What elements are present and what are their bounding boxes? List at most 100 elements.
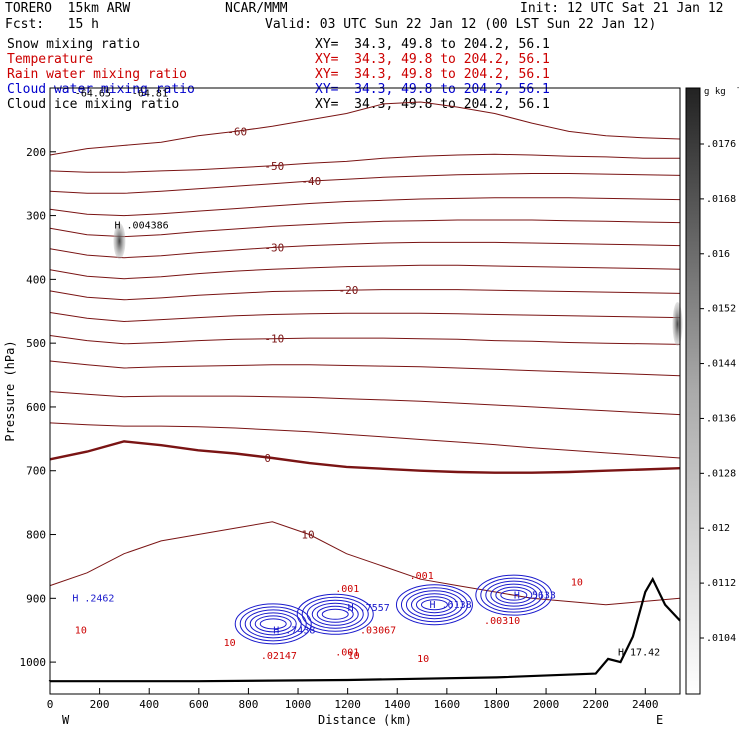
colorbar-tick-label: .0144 [706, 359, 736, 370]
field-label-9: .02147 [261, 651, 297, 662]
cloud-water-contour [249, 612, 297, 636]
legend-snow-xy: XY= 34.3, 49.8 to 204.2, 56.1 [315, 37, 550, 52]
isotherm-label-7: -20 [338, 284, 358, 297]
org-label: NCAR/MMM [225, 1, 288, 16]
cloud-ice-shading-east [672, 302, 683, 347]
cloud-water-contour [400, 587, 468, 623]
cloud-water-contour [321, 608, 349, 620]
colorbar-tick-label: .0168 [706, 194, 736, 205]
cloud-water-contour [239, 606, 307, 642]
valid-time: Valid: 03 UTC Sun 22 Jan 12 (00 LST Sun … [265, 17, 657, 32]
legend-rain-xy: XY= 34.3, 49.8 to 204.2, 56.1 [315, 67, 550, 82]
cloud-water-contour [259, 618, 287, 630]
isotherm-14 [49, 521, 681, 606]
x-tick-label: 1400 [384, 698, 411, 711]
y-tick-label: 900 [26, 592, 46, 605]
cloud-water-contour [234, 603, 312, 645]
field-label-3: H .7557 [348, 603, 390, 614]
isotherm-12 [49, 422, 681, 459]
isotherm-0 [49, 101, 681, 156]
isotherm-2 [49, 173, 681, 194]
plot-frame [49, 87, 681, 695]
x-tick-label: 1800 [483, 698, 510, 711]
cloud-water-contour [415, 596, 453, 614]
field-label-18: -64.65 [75, 88, 111, 99]
legend-cloud-ice: Cloud ice mixing ratio [7, 97, 180, 112]
colorbar-tick-label: .012 [706, 523, 730, 534]
isotherm-3 [49, 197, 681, 217]
x-tick-label: 1000 [285, 698, 312, 711]
cloud-water-contour [395, 584, 473, 626]
field-label-6: H 17.42 [618, 648, 660, 659]
cloud-water-contour [485, 580, 543, 610]
colorbar-unit: g kg [704, 87, 726, 97]
y-tick-label: 400 [26, 273, 46, 286]
field-label-7: .00310 [484, 616, 520, 627]
cloud-water-contour [254, 615, 292, 633]
isotherm-label-0: -60 [227, 125, 247, 138]
isotherm-1 [49, 153, 680, 173]
isotherm-10 [49, 360, 681, 377]
west-label: W [62, 713, 70, 727]
field-label-0: H .004386 [114, 220, 168, 231]
isotherm-label-14: 10 [301, 529, 314, 542]
x-tick-label: 400 [139, 698, 159, 711]
isotherm-13 [49, 440, 681, 474]
forecast-hour: Fcst: 15 h [5, 17, 99, 32]
x-tick-label: 2200 [582, 698, 609, 711]
y-tick-label: 700 [26, 465, 46, 478]
cloud-water-contour [490, 583, 538, 607]
isotherm-label-1: -50 [264, 160, 284, 173]
isotherm-4 [49, 219, 681, 238]
y-axis-label: Pressure (hPa) [3, 340, 17, 441]
cloud-water-contour [475, 574, 553, 616]
isotherm-7 [49, 289, 681, 301]
east-label: E [656, 713, 663, 727]
y-tick-label: 1000 [20, 656, 47, 669]
field-label-16: 10 [75, 625, 87, 636]
cloud-water-contour [495, 586, 533, 604]
colorbar-tick-label: .0128 [706, 468, 736, 479]
model-title: TORERO 15km ARW [5, 1, 131, 16]
cloud-water-contour [311, 602, 359, 626]
colorbar-tick-label: .0136 [706, 413, 736, 424]
legend-cloud-water-xy: XY= 34.3, 49.8 to 204.2, 56.1 [315, 82, 550, 97]
isotherm-11 [49, 391, 681, 416]
colorbar-tick-label: .016 [706, 249, 730, 260]
cloud-water-contour [500, 589, 528, 601]
field-label-11: .001 [410, 571, 434, 582]
cloud-water-contour [316, 605, 354, 623]
terrain-line [48, 576, 681, 683]
isotherm-label-5: -30 [264, 241, 284, 254]
cloud-water-contour [306, 599, 364, 629]
field-label-14: 10 [417, 654, 429, 665]
legend-rain: Rain water mixing ratio [7, 67, 188, 82]
x-tick-label: 2400 [632, 698, 659, 711]
y-tick-label: 200 [26, 146, 46, 159]
y-tick-label: 600 [26, 401, 46, 414]
field-label-10: .001 [335, 584, 359, 595]
isotherm-label-9: -10 [264, 333, 284, 346]
colorbar: .0104 .0112 .012 .0128 .0136 .0144 .0152 .016 .0… [685, 84, 740, 695]
field-label-13: 10 [348, 651, 360, 662]
x-tick-label: 600 [189, 698, 209, 711]
isotherm-label-13: 0 [264, 452, 271, 465]
field-label-19: -64.81 [132, 88, 168, 99]
isotherm-6 [49, 264, 681, 280]
cloud-water-contour [480, 577, 548, 613]
colorbar-unit-exponent: -1 [736, 84, 740, 92]
x-tick-label: 2000 [533, 698, 560, 711]
plot-area: -60 -50 -40 -30 -20 -10 0 10 H .004386 H .2462 H .… [48, 88, 683, 683]
isotherm-5 [49, 241, 681, 259]
colorbar-scale [685, 87, 701, 695]
cloud-water-contour [296, 593, 374, 635]
y-tick-label: 500 [26, 337, 46, 350]
colorbar-tick-label: .0104 [706, 633, 736, 644]
field-label-5: H .5633 [514, 590, 556, 601]
legend-snow: Snow mixing ratio [7, 37, 141, 52]
field-label-15: 10 [571, 578, 583, 589]
field-label-12: .001 [335, 648, 359, 659]
axes: 0 200 400 600 800 1000 1200 1400 1600 1800 2000 220… [3, 87, 681, 727]
x-tick-label: 200 [90, 698, 110, 711]
